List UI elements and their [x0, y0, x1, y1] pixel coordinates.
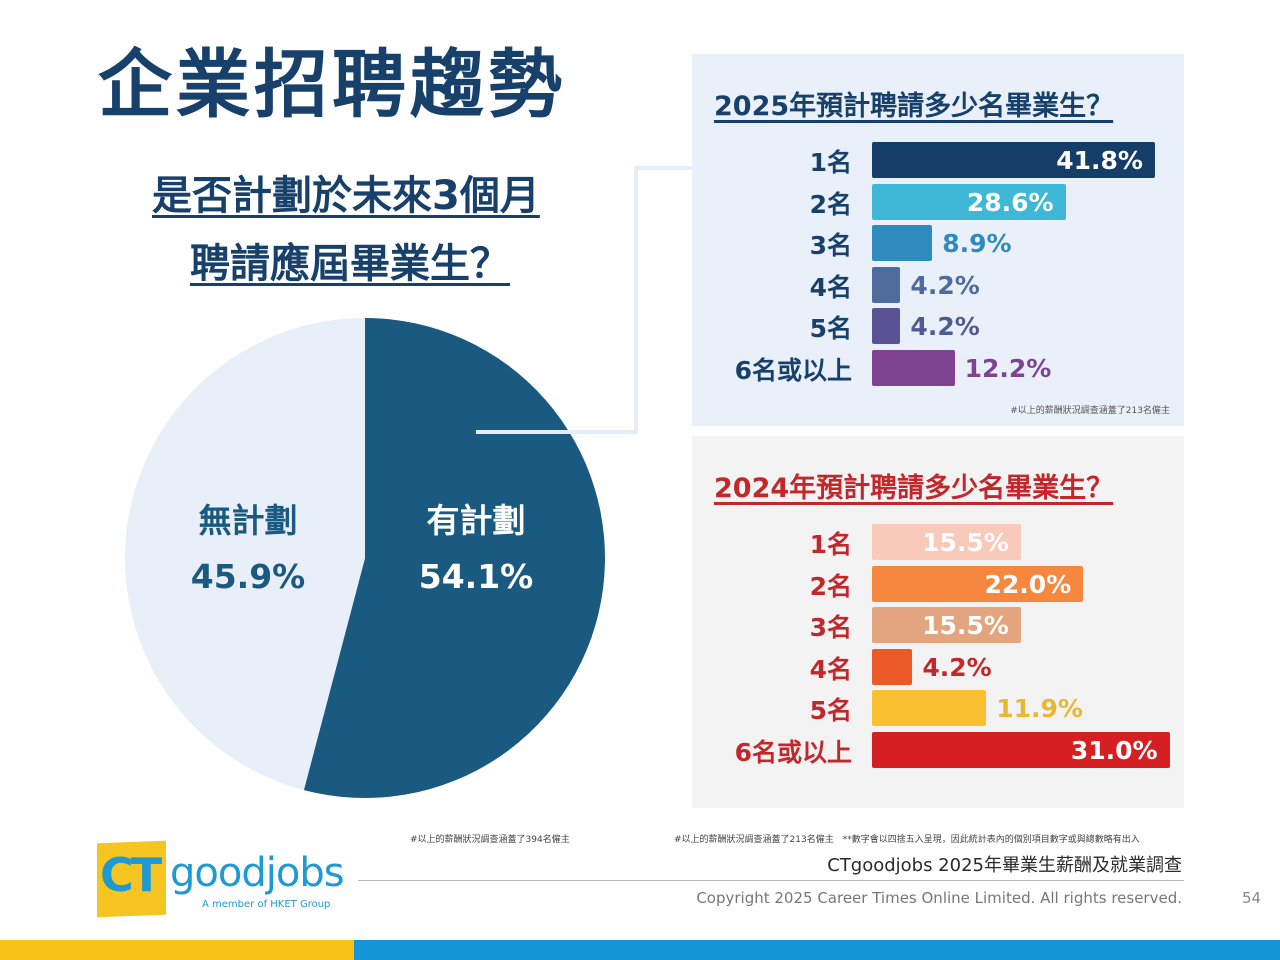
chart-2024-title: 2024年預計聘請多少名畢業生？ [714, 473, 1114, 504]
bottom-strip-yellow [0, 940, 354, 960]
pie-chart: 有計劃 54.1% 無計劃 45.9% [124, 318, 605, 798]
category-label: 2名 [809, 189, 852, 219]
category-label: 4名 [809, 272, 852, 302]
value-label: 28.6% [966, 187, 1054, 217]
bar [872, 142, 1155, 178]
category-label: 4名 [809, 654, 852, 684]
pie-slice-value: 54.1% [419, 557, 534, 596]
page-title: 企業招聘趨勢 [98, 42, 566, 128]
value-label: 11.9% [996, 694, 1083, 723]
value-label: 15.5% [922, 611, 1009, 640]
bar [872, 225, 933, 261]
bar [872, 183, 1066, 220]
bar [872, 648, 913, 685]
value-label: 8.9% [942, 229, 1012, 258]
category-label: 3名 [809, 231, 852, 260]
logo-ct: CT [100, 848, 162, 902]
category-label: 6名或以上 [734, 737, 852, 767]
value-label: 4.2% [910, 270, 980, 300]
pie-slice-label: 無計劃 [199, 501, 298, 540]
chart-2025-note: #以上的薪酬狀況調查涵蓋了213名僱主 [1010, 406, 1170, 416]
bottom-strip-blue [354, 940, 1280, 960]
page-number: 54 [1242, 889, 1262, 907]
value-label: 4.2% [922, 652, 992, 682]
callout-connector [476, 166, 692, 434]
chart-2025-title: 2025年預計聘請多少名畢業生？ [714, 91, 1114, 122]
bar [872, 308, 901, 344]
pie-slice-not-planned [124, 318, 365, 791]
pie-question-line-2: 聘請應屆畢業生？ [190, 241, 510, 287]
value-label: 12.2% [964, 353, 1052, 383]
panel-2025: 2025年預計聘請多少名畢業生？ 1名 41.8% 2名 28.6% 3名 8.9% 4名 4… [692, 54, 1184, 426]
pie-question-line-1: 是否計劃於未來3個月 [152, 173, 540, 219]
bar [872, 524, 1021, 560]
category-label: 2名 [809, 571, 852, 601]
bar [872, 266, 901, 303]
copyright: Copyright 2025 Career Times Online Limit… [696, 889, 1182, 907]
category-label: 1名 [809, 530, 852, 559]
survey-name: CTgoodjobs 2025年畢業生薪酬及就業調查 [827, 855, 1182, 876]
category-label: 5名 [809, 314, 852, 343]
footer-divider [358, 880, 1184, 881]
category-label: 6名或以上 [734, 355, 852, 385]
bar [872, 607, 1021, 643]
category-label: 3名 [809, 613, 852, 642]
value-label: 22.0% [984, 569, 1072, 599]
value-label: 4.2% [910, 312, 980, 341]
logo-tagline: A member of HKET Group [202, 899, 331, 910]
pie-slice-planned [303, 318, 605, 798]
bar [872, 565, 1084, 602]
panel-2024: 2024年預計聘請多少名畢業生？ 1名 15.5% 2名 22.0% 3名 15.5% 4名… [692, 436, 1184, 808]
footnote-left: #以上的薪酬狀況調查涵蓋了394名僱主 [410, 835, 570, 845]
pie-slice-value: 45.9% [191, 557, 306, 596]
logo-goodjobs: goodjobs [170, 850, 345, 896]
category-label: 5名 [809, 696, 852, 725]
value-label: 15.5% [922, 528, 1009, 557]
value-label: 41.8% [1056, 146, 1143, 175]
bar [872, 731, 1170, 768]
category-label: 1名 [809, 148, 852, 177]
bar [872, 349, 955, 386]
value-label: 31.0% [1070, 735, 1158, 765]
footnote-right: #以上的薪酬狀況調查涵蓋了213名僱主 **數字會以四捨五入呈現，因此統計表內的… [674, 835, 1140, 845]
pie-slice-label: 有計劃 [427, 501, 526, 540]
bar [872, 690, 987, 726]
